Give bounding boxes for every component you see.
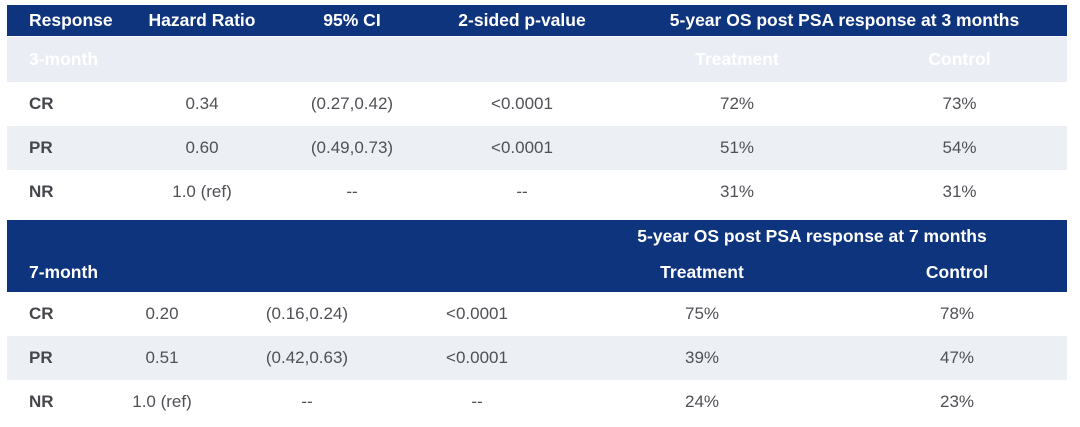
cell-control: 31%: [942, 182, 977, 201]
cell-hazard-ratio: 1.0 (ref): [172, 182, 232, 201]
cell-hazard-ratio: 0.60: [185, 138, 219, 157]
cell-treatment: 72%: [719, 94, 755, 113]
cell-ci: --: [346, 182, 358, 201]
cell-response: PR: [29, 138, 53, 157]
empty-cell: [397, 253, 557, 292]
column-header-p-value: 2-sided p-value: [422, 5, 622, 37]
subheader-row-3-month: 3-month Treatment Control: [7, 36, 1068, 82]
cell-p-value: --: [471, 392, 483, 411]
column-header-hazard-ratio: Hazard Ratio: [122, 5, 282, 37]
cell-response: NR: [29, 392, 54, 411]
subheader-row-7-month: 7-month Treatment Control: [7, 253, 1068, 292]
column-header-95ci: 95% CI: [282, 5, 422, 37]
empty-cell: [217, 253, 397, 292]
os-header-row-7-month: 5-year OS post PSA response at 7 months: [7, 220, 1068, 253]
section-label-7-month: 7-month: [29, 262, 99, 282]
os-header-3-month: 5-year OS post PSA response at 3 months: [622, 5, 1068, 37]
empty-cell: [397, 220, 557, 253]
empty-cell: [7, 220, 107, 253]
column-header-response: Response: [7, 5, 122, 37]
table-3-month: Response Hazard Ratio 95% CI 2-sided p-v…: [7, 5, 1068, 214]
section-label-3-month: 3-month: [29, 48, 99, 69]
cell-response: CR: [29, 94, 54, 113]
table-row: PR 0.51 (0.42,0.63) <0.0001 39% 47%: [7, 336, 1068, 380]
cell-treatment: 39%: [684, 348, 720, 367]
subcolumn-header-treatment: Treatment: [660, 262, 744, 282]
os-header-7-month: 5-year OS post PSA response at 7 months: [637, 226, 987, 246]
cell-response: CR: [29, 304, 54, 323]
table-row: CR 0.34 (0.27,0.42) <0.0001 72% 73%: [7, 82, 1068, 126]
cell-p-value: --: [516, 182, 528, 201]
cell-p-value: <0.0001: [446, 304, 508, 323]
cell-hazard-ratio: 0.34: [185, 94, 219, 113]
cell-p-value: <0.0001: [491, 94, 553, 113]
empty-cell: [107, 220, 217, 253]
table-row: PR 0.60 (0.49,0.73) <0.0001 51% 54%: [7, 126, 1068, 170]
empty-cell: [107, 253, 217, 292]
table-row: NR 1.0 (ref) -- -- 24% 23%: [7, 380, 1068, 424]
cell-treatment: 51%: [719, 138, 755, 157]
cell-hazard-ratio: 0.20: [145, 304, 179, 323]
cell-ci: (0.49,0.73): [310, 138, 394, 157]
cell-treatment: 31%: [719, 182, 755, 201]
empty-cell: [282, 36, 422, 82]
cell-hazard-ratio: 1.0 (ref): [132, 392, 192, 411]
cell-treatment: 24%: [684, 392, 720, 411]
cell-control: 54%: [942, 138, 977, 157]
subcolumn-header-treatment: Treatment: [695, 48, 779, 69]
table-row: CR 0.20 (0.16,0.24) <0.0001 75% 78%: [7, 292, 1068, 336]
empty-cell: [422, 36, 622, 82]
cell-p-value: <0.0001: [446, 348, 508, 367]
empty-cell: [122, 36, 282, 82]
table-row: NR 1.0 (ref) -- -- 31% 31%: [7, 170, 1068, 214]
subcolumn-header-control: Control: [928, 48, 991, 69]
cell-p-value: <0.0001: [491, 138, 553, 157]
cell-control: 47%: [939, 348, 975, 367]
cell-treatment: 75%: [684, 304, 720, 323]
empty-cell: [217, 220, 397, 253]
cell-ci: (0.27,0.42): [310, 94, 394, 113]
cell-ci: (0.16,0.24): [265, 304, 349, 323]
cell-response: NR: [29, 182, 54, 201]
subcolumn-header-control: Control: [925, 262, 989, 282]
cell-control: 78%: [939, 304, 975, 323]
main-header-row: Response Hazard Ratio 95% CI 2-sided p-v…: [7, 5, 1068, 37]
cell-hazard-ratio: 0.51: [145, 348, 179, 367]
cell-response: PR: [29, 348, 53, 367]
cell-control: 23%: [939, 392, 975, 411]
cell-ci: (0.42,0.63): [265, 348, 349, 367]
table-7-month: 5-year OS post PSA response at 7 months …: [7, 220, 1068, 424]
cell-ci: --: [301, 392, 313, 411]
cell-control: 73%: [942, 94, 977, 113]
